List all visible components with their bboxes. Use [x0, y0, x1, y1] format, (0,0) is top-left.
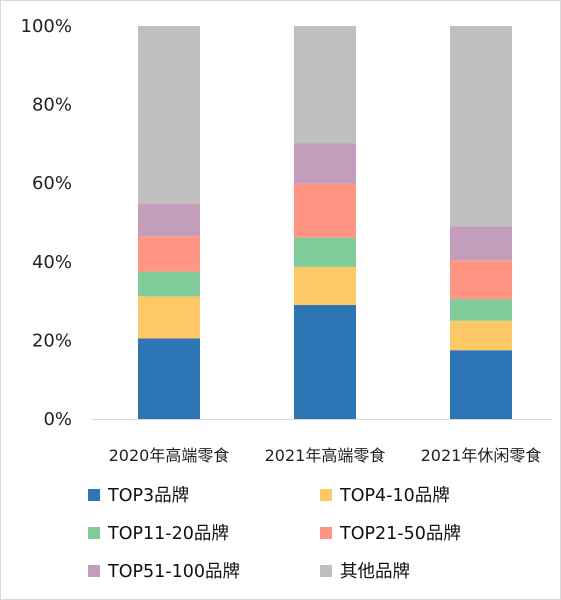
legend-swatch [88, 564, 100, 577]
bar-segment [294, 183, 356, 238]
bar-stacks [138, 26, 512, 419]
bar-segment [138, 271, 200, 297]
legend-item: 其他品牌 [320, 558, 410, 583]
bar-segment [294, 26, 356, 144]
x-category-label: 2021年休闲零食 [421, 446, 542, 465]
bar-segment [138, 204, 200, 237]
bar-segment [294, 305, 356, 419]
bar-segment [450, 350, 512, 419]
legend-swatch [88, 488, 100, 501]
bar-segment [138, 338, 200, 419]
y-tick-label: 80% [32, 95, 72, 116]
bar-segment [450, 226, 512, 261]
y-tick-label: 40% [32, 252, 72, 273]
bar-segment [138, 26, 200, 205]
legend-label: 其他品牌 [340, 562, 410, 582]
x-category-label: 2020年高端零食 [109, 446, 230, 465]
y-tick-label: 20% [32, 330, 72, 351]
legend-swatch [320, 526, 332, 539]
bar-segment [294, 237, 356, 267]
bar-segment [450, 26, 512, 227]
y-tick-label: 0% [43, 409, 72, 430]
bar-stack [138, 26, 200, 419]
x-category-label: 2021年高端零食 [265, 446, 386, 465]
legend-item: TOP4-10品牌 [320, 482, 450, 507]
bar-stack [294, 26, 356, 419]
bar-segment [138, 296, 200, 339]
y-axis-ticks: 0% 20% 40% 60% 80% 100% [21, 16, 72, 430]
legend-label: TOP3品牌 [108, 486, 190, 506]
bar-segment [450, 320, 512, 351]
legend-label: TOP51-100品牌 [108, 562, 241, 582]
legend-label: TOP4-10品牌 [340, 486, 450, 506]
legend-item: TOP3品牌 [88, 482, 189, 507]
bar-stack [450, 26, 512, 419]
y-tick-label: 60% [32, 173, 72, 194]
legend-swatch [320, 488, 332, 501]
legend-swatch [88, 526, 100, 539]
y-tick-label: 100% [21, 16, 72, 37]
bar-segment [450, 299, 512, 321]
legend-label: TOP21-50品牌 [340, 524, 461, 544]
bar-segment [294, 266, 356, 306]
legend-item: TOP11-20品牌 [88, 520, 229, 545]
bar-segment [450, 260, 512, 300]
x-axis-categories: 2020年高端零食 2021年高端零食 2021年休闲零食 [109, 446, 542, 465]
legend-item: TOP51-100品牌 [88, 558, 240, 583]
legend-item: TOP21-50品牌 [320, 520, 461, 545]
legend-label: TOP11-20品牌 [108, 524, 229, 544]
legend-swatch [320, 564, 332, 577]
bar-segment [294, 143, 356, 184]
bar-segment [138, 236, 200, 272]
